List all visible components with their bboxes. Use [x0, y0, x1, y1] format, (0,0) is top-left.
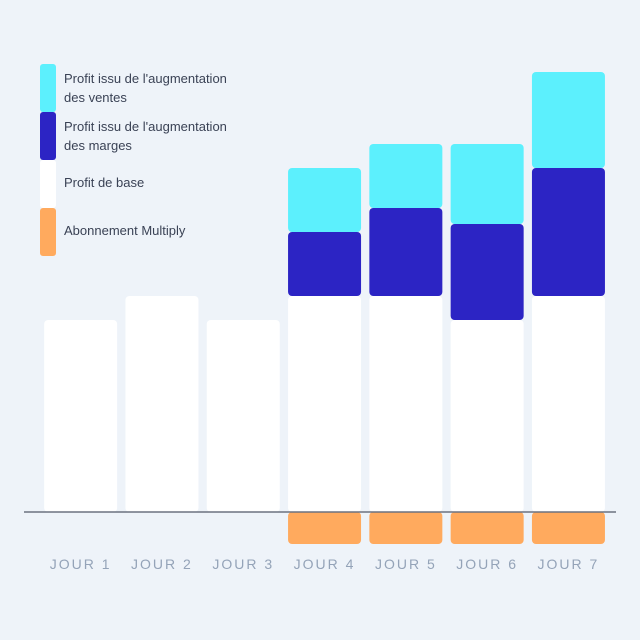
bar-segment — [369, 208, 443, 296]
bar-segment — [288, 512, 362, 544]
bar-segment — [288, 168, 362, 232]
x-tick-label: JOUR 6 — [456, 556, 518, 572]
bar-segment — [369, 296, 443, 512]
x-tick-label: JOUR 3 — [212, 556, 274, 572]
x-tick-label: JOUR 7 — [538, 556, 600, 572]
legend-label: Abonnement Multiply — [64, 223, 186, 238]
bar-segment — [44, 320, 118, 512]
x-tick-label: JOUR 2 — [131, 556, 193, 572]
legend-line: des marges — [64, 138, 132, 153]
x-tick-label: JOUR 1 — [50, 556, 112, 572]
x-tick-label: JOUR 4 — [294, 556, 356, 572]
bar-segment — [369, 144, 443, 208]
bar-segment — [369, 512, 443, 544]
legend-line: des ventes — [64, 90, 127, 105]
bar-segment — [125, 296, 199, 512]
legend-swatch — [40, 112, 56, 160]
legend-line: Profit issu de l'augmentation — [64, 120, 227, 135]
bar-segment — [288, 232, 362, 296]
bar-segment — [450, 512, 524, 544]
bar-segment — [531, 72, 605, 168]
legend-swatch — [40, 64, 56, 112]
legend-label: Profit issu de l'augmentation des marges — [64, 120, 227, 154]
legend-line: Profit de base — [64, 175, 144, 190]
bar-segment — [450, 144, 524, 224]
legend-swatch — [40, 208, 56, 256]
bar-segment — [531, 512, 605, 544]
legend-label: Profit de base — [64, 175, 144, 190]
legend-line: Abonnement Multiply — [64, 223, 186, 238]
bar-segment — [288, 296, 362, 512]
x-tick-label: JOUR 5 — [375, 556, 437, 572]
bar-segment — [450, 320, 524, 512]
legend-label: Profit issu de l'augmentation des ventes — [64, 72, 227, 106]
bar-segment — [531, 296, 605, 512]
bar-segment — [450, 224, 524, 320]
legend-line: Profit issu de l'augmentation — [64, 72, 227, 87]
bar-segment — [206, 320, 280, 512]
bar-segment — [531, 168, 605, 296]
legend-swatch — [40, 160, 56, 208]
